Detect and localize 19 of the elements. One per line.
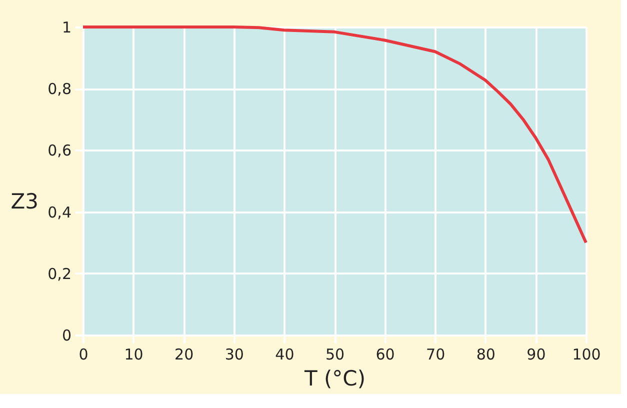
x-tick-label: 70 — [426, 346, 446, 364]
x-tick-label: 30 — [224, 346, 244, 364]
y-tick-label: 0 — [62, 326, 72, 344]
y-tick-label: 1 — [62, 18, 72, 36]
y-tick-label: 0,6 — [48, 142, 72, 160]
x-tick-label: 100 — [572, 346, 601, 364]
x-tick-label: 40 — [275, 346, 294, 364]
x-tick-label: 60 — [376, 346, 395, 364]
x-tick-label: 20 — [174, 346, 194, 364]
y-tick-label: 0,2 — [48, 264, 72, 283]
y-tick-label: 0,4 — [48, 203, 72, 222]
x-tick-label: 0 — [78, 346, 88, 364]
y-axis-title: Z3 — [10, 190, 38, 214]
x-tick-label: 10 — [124, 346, 144, 364]
x-tick-label: 80 — [476, 346, 496, 364]
x-tick-label: 90 — [526, 346, 546, 364]
y-tick-label: 0,8 — [48, 80, 72, 98]
x-axis-title: T (°C) — [303, 366, 366, 390]
x-tick-label: 50 — [325, 346, 345, 364]
